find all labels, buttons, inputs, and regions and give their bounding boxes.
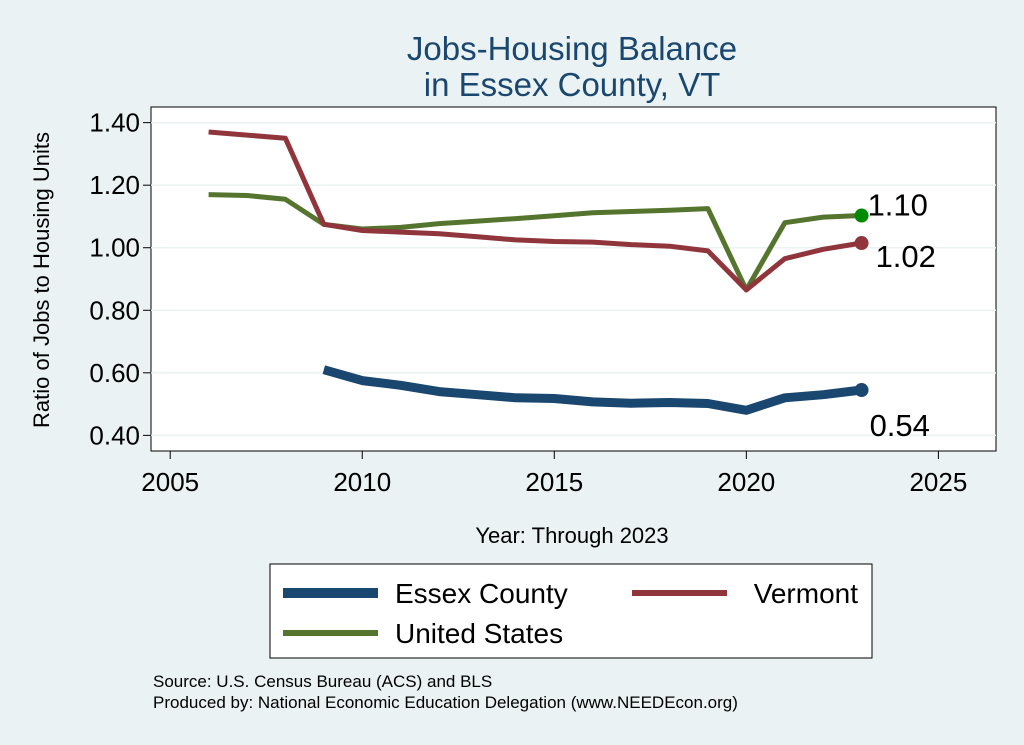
legend-label-essex-county: Essex County xyxy=(395,578,568,609)
legend: Essex County Vermont United States xyxy=(283,578,858,649)
y-tick-label: 0.80 xyxy=(89,295,140,325)
x-tick-label: 2015 xyxy=(525,467,583,497)
source-note: Source: U.S. Census Bureau (ACS) and BLS xyxy=(153,672,492,691)
legend-label-united-states: United States xyxy=(395,618,563,649)
y-tick-label: 0.40 xyxy=(89,420,140,450)
x-axis-label: Year: Through 2023 xyxy=(475,523,668,548)
y-axis-label: Ratio of Jobs to Housing Units xyxy=(29,132,54,428)
series-line-united-states xyxy=(208,192,862,293)
end-label-essex-county: 0.54 xyxy=(870,408,930,443)
y-tick-label: 1.00 xyxy=(89,233,140,263)
chart-title-line-1: Jobs-Housing Balance xyxy=(407,30,737,67)
x-axis-ticks: 2005 2010 2015 2020 2025 xyxy=(141,451,967,497)
legend-label-vermont: Vermont xyxy=(754,578,858,609)
series-line-vermont xyxy=(208,129,863,293)
gridlines xyxy=(151,121,996,437)
series-lines xyxy=(208,129,863,415)
end-label-vermont: 1.02 xyxy=(876,239,936,274)
y-tick-label: 0.60 xyxy=(89,358,140,388)
end-label-united-states: 1.10 xyxy=(868,188,928,223)
x-tick-label: 2010 xyxy=(333,467,391,497)
y-tick-label: 1.20 xyxy=(89,170,140,200)
x-tick-label: 2025 xyxy=(909,467,967,497)
end-value-labels: 0.54 1.02 1.10 xyxy=(854,188,936,443)
end-marker-united-states xyxy=(854,208,869,223)
series-line-essex-county xyxy=(322,365,863,415)
x-tick-label: 2020 xyxy=(717,467,775,497)
x-tick-label: 2005 xyxy=(141,467,199,497)
produced-by-note: Produced by: National Economic Education… xyxy=(153,693,738,712)
end-marker-essex-county xyxy=(854,383,869,398)
chart-title-line-2: in Essex County, VT xyxy=(424,66,721,103)
y-tick-label: 1.40 xyxy=(89,108,140,138)
y-axis-ticks: 0.40 0.60 0.80 1.00 1.20 1.40 xyxy=(89,108,151,450)
legend-box xyxy=(269,563,873,659)
end-marker-vermont xyxy=(854,236,869,251)
